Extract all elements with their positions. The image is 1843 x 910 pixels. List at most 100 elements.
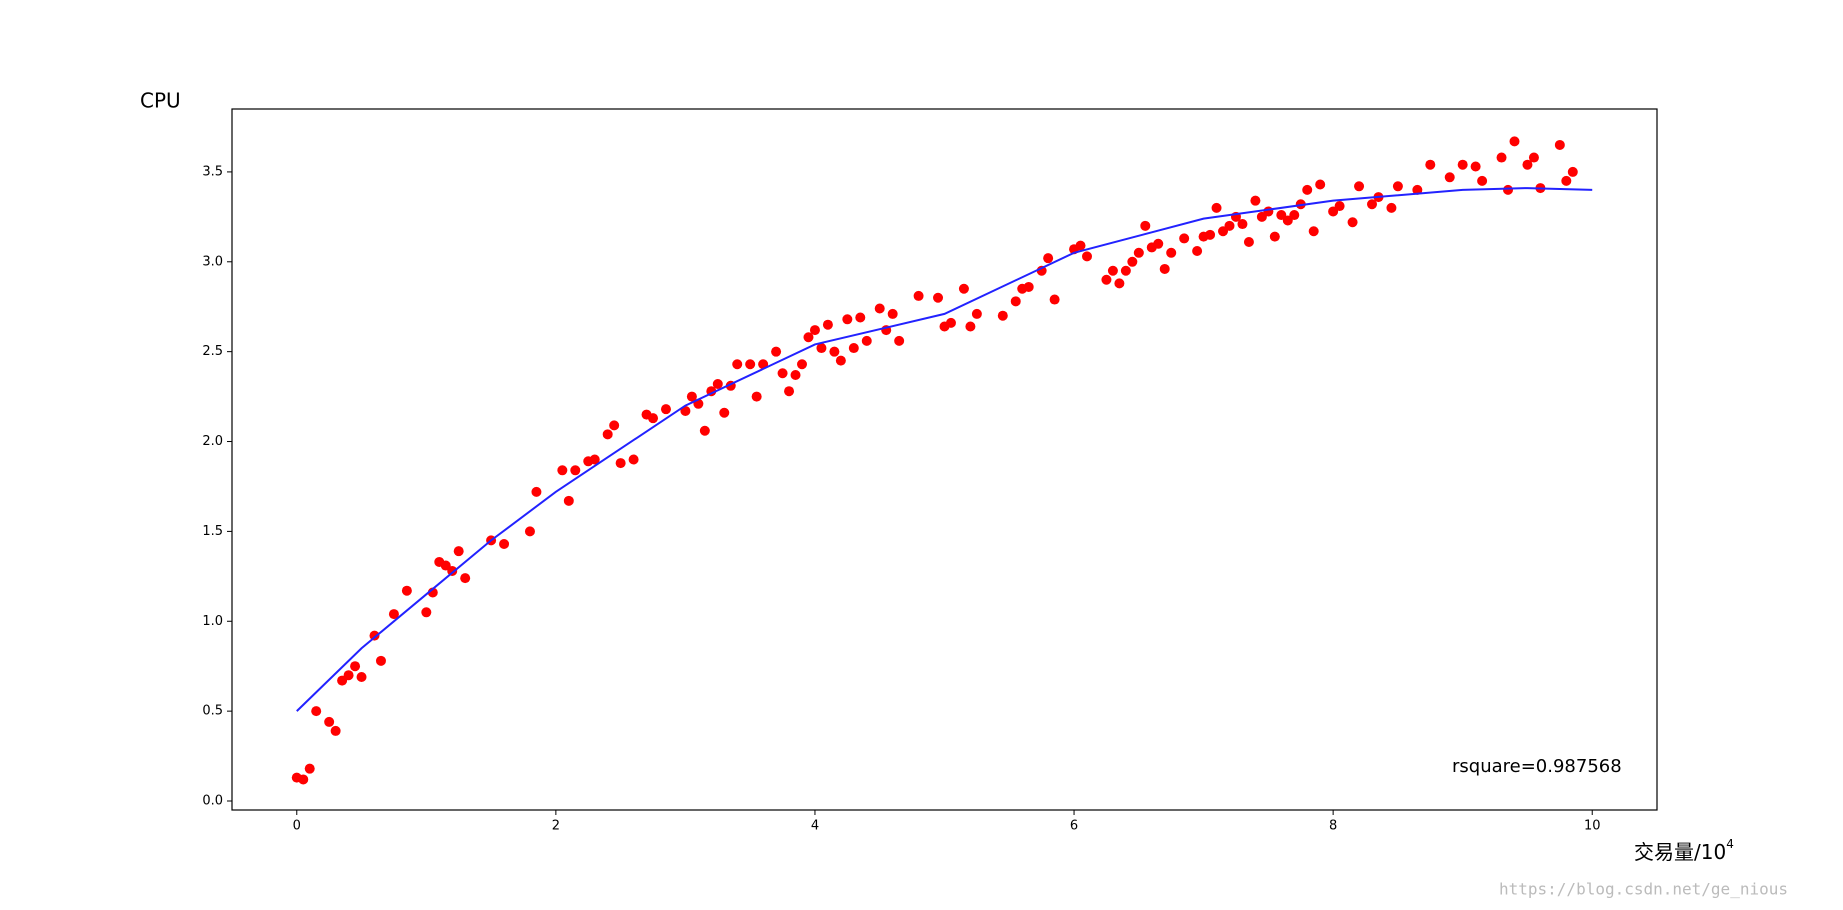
point <box>874 303 885 314</box>
x-tick-label: 4 <box>811 819 819 834</box>
point <box>1114 278 1125 289</box>
point <box>648 413 659 424</box>
point <box>1503 184 1514 195</box>
point <box>447 565 458 576</box>
plot-frame <box>231 108 1658 811</box>
point <box>324 716 335 727</box>
x-tick-label: 0 <box>293 819 301 834</box>
point <box>1140 220 1151 231</box>
point <box>1211 202 1222 213</box>
point <box>1470 161 1481 172</box>
point <box>1522 159 1533 170</box>
point <box>1567 166 1578 177</box>
y-tick-label: 2.5 <box>202 344 223 359</box>
point <box>1269 231 1280 242</box>
point <box>1127 256 1138 267</box>
point <box>350 661 361 672</box>
point <box>1159 263 1170 274</box>
point <box>732 359 743 370</box>
fit-line <box>296 187 1593 712</box>
point <box>861 335 872 346</box>
annotation: rsquare=0.987568 <box>1452 756 1622 777</box>
point <box>680 405 691 416</box>
point <box>933 292 944 303</box>
point <box>330 725 341 736</box>
point <box>460 573 471 584</box>
point <box>1392 181 1403 192</box>
y-tick-label: 3.0 <box>202 254 223 269</box>
point <box>958 283 969 294</box>
point <box>1224 220 1235 231</box>
point <box>777 368 788 379</box>
point <box>1082 251 1092 262</box>
y-tick-label: 3.5 <box>202 164 223 179</box>
point <box>848 343 859 354</box>
point <box>1049 294 1060 305</box>
point <box>751 391 762 402</box>
point <box>784 386 795 397</box>
point <box>1315 179 1326 190</box>
point <box>304 763 315 774</box>
point <box>1263 206 1274 217</box>
point <box>1425 159 1436 170</box>
point <box>1528 152 1539 163</box>
point <box>822 319 833 330</box>
point <box>375 655 386 666</box>
point <box>1386 202 1397 213</box>
point <box>602 429 613 440</box>
point <box>570 465 581 476</box>
point <box>1133 247 1144 258</box>
x-tick-label: 8 <box>1329 819 1337 834</box>
point <box>965 321 976 332</box>
point <box>1496 152 1507 163</box>
point <box>1101 274 1112 285</box>
point <box>699 425 710 436</box>
point <box>1367 199 1377 210</box>
point <box>1237 219 1248 230</box>
point <box>855 312 866 323</box>
y-axis-label: CPU <box>140 89 181 113</box>
point <box>1153 238 1164 249</box>
point <box>524 526 535 537</box>
point <box>343 670 354 681</box>
point <box>499 538 510 549</box>
point <box>388 609 399 620</box>
point <box>531 486 542 497</box>
point <box>803 332 814 343</box>
point <box>1509 136 1520 147</box>
point <box>835 355 846 366</box>
point <box>1412 184 1423 195</box>
point <box>298 774 309 785</box>
y-tick-label: 0.5 <box>202 704 223 719</box>
point <box>971 308 982 319</box>
point <box>809 325 820 336</box>
watermark: https://blog.csdn.net/ge_nious <box>1499 880 1788 899</box>
point <box>628 454 639 465</box>
point <box>1354 181 1365 192</box>
point <box>997 310 1008 321</box>
point <box>1334 201 1345 212</box>
y-tick-label: 0.0 <box>202 794 223 809</box>
point <box>945 317 956 328</box>
point <box>1166 247 1177 258</box>
point <box>1205 229 1216 240</box>
point <box>421 607 432 618</box>
point <box>589 454 600 465</box>
x-tick-label: 2 <box>552 819 560 834</box>
point <box>829 346 840 357</box>
x-tick-label: 6 <box>1070 819 1078 834</box>
point <box>1250 195 1261 206</box>
point <box>1179 233 1190 244</box>
point <box>1043 253 1054 264</box>
point <box>894 335 905 346</box>
point <box>797 359 807 370</box>
x-axis-label: 交易量/104 <box>1634 837 1734 864</box>
x-tick-label: 10 <box>1584 819 1601 834</box>
point <box>719 407 730 418</box>
point <box>712 379 723 390</box>
point <box>1308 226 1319 237</box>
point <box>887 308 898 319</box>
point <box>453 546 464 557</box>
point <box>1302 184 1313 195</box>
